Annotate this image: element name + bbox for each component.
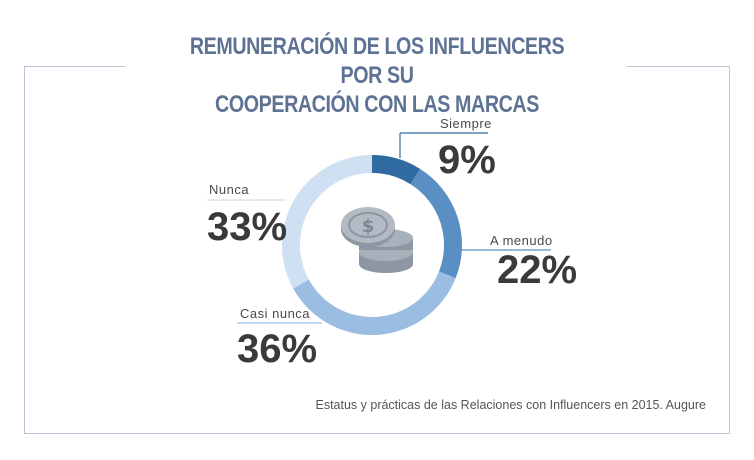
chart-title: REMUNERACIÓN DE LOS INFLUENCERS POR SU C… — [172, 32, 582, 119]
svg-text:$: $ — [362, 216, 375, 237]
label-a-menudo: A menudo — [490, 233, 553, 248]
frame-top-right — [627, 66, 730, 67]
source-note: Estatus y prácticas de las Relaciones co… — [315, 398, 706, 412]
donut-slice-nunca — [281, 155, 372, 289]
donut-slice-a-menudo — [410, 169, 462, 279]
donut-slice-siempre — [372, 155, 421, 185]
value-casi-nunca: 36% — [237, 327, 317, 371]
frame-top-left — [24, 66, 125, 67]
donut-slice-casi-nunca — [293, 271, 456, 335]
value-a-menudo: 22% — [497, 248, 577, 292]
chart-title-line-1: REMUNERACIÓN DE LOS INFLUENCERS POR SU — [189, 33, 565, 89]
chart-title-line-2: COOPERACIÓN CON LAS MARCAS — [215, 91, 539, 118]
frame-left — [24, 66, 25, 434]
label-nunca: Nunca — [209, 182, 249, 197]
value-siempre: 9% — [438, 138, 496, 182]
value-nunca: 33% — [207, 205, 287, 249]
frame-right — [729, 66, 730, 434]
label-casi-nunca: Casi nunca — [240, 306, 310, 321]
donut-slices — [281, 155, 462, 335]
frame-bottom — [24, 433, 730, 434]
label-siempre: Siempre — [440, 116, 492, 131]
coins-icon: $ — [341, 207, 413, 273]
